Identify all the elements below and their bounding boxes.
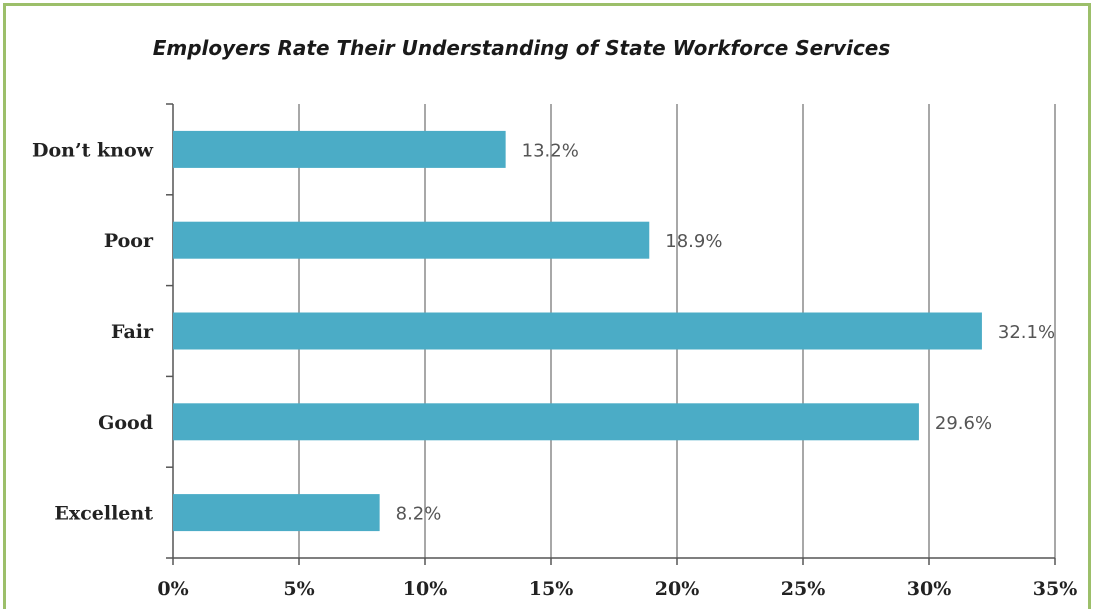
bar-3 xyxy=(173,403,919,440)
data-label: 13.2% xyxy=(522,140,579,161)
data-label: 32.1% xyxy=(998,322,1055,343)
data-label: 29.6% xyxy=(935,413,992,434)
x-tick-label: 15% xyxy=(529,578,574,600)
bar-0 xyxy=(173,131,506,168)
bar-2 xyxy=(173,313,982,350)
category-label: Don’t know xyxy=(32,139,154,161)
x-tick-label: 10% xyxy=(403,578,448,600)
x-tick-label: 20% xyxy=(655,578,700,600)
bar-4 xyxy=(173,494,380,531)
x-tick-label: 35% xyxy=(1033,578,1078,600)
x-tick-label: 30% xyxy=(907,578,952,600)
x-tick-label: 25% xyxy=(781,578,826,600)
x-tick-label: 5% xyxy=(283,578,314,600)
category-label: Good xyxy=(98,412,153,434)
category-label: Excellent xyxy=(54,503,153,525)
data-label: 8.2% xyxy=(396,504,442,525)
category-label: Poor xyxy=(104,230,154,252)
category-label: Fair xyxy=(111,321,154,343)
x-tick-label: 0% xyxy=(157,578,188,600)
data-label: 18.9% xyxy=(665,231,722,252)
bar-1 xyxy=(173,222,649,259)
